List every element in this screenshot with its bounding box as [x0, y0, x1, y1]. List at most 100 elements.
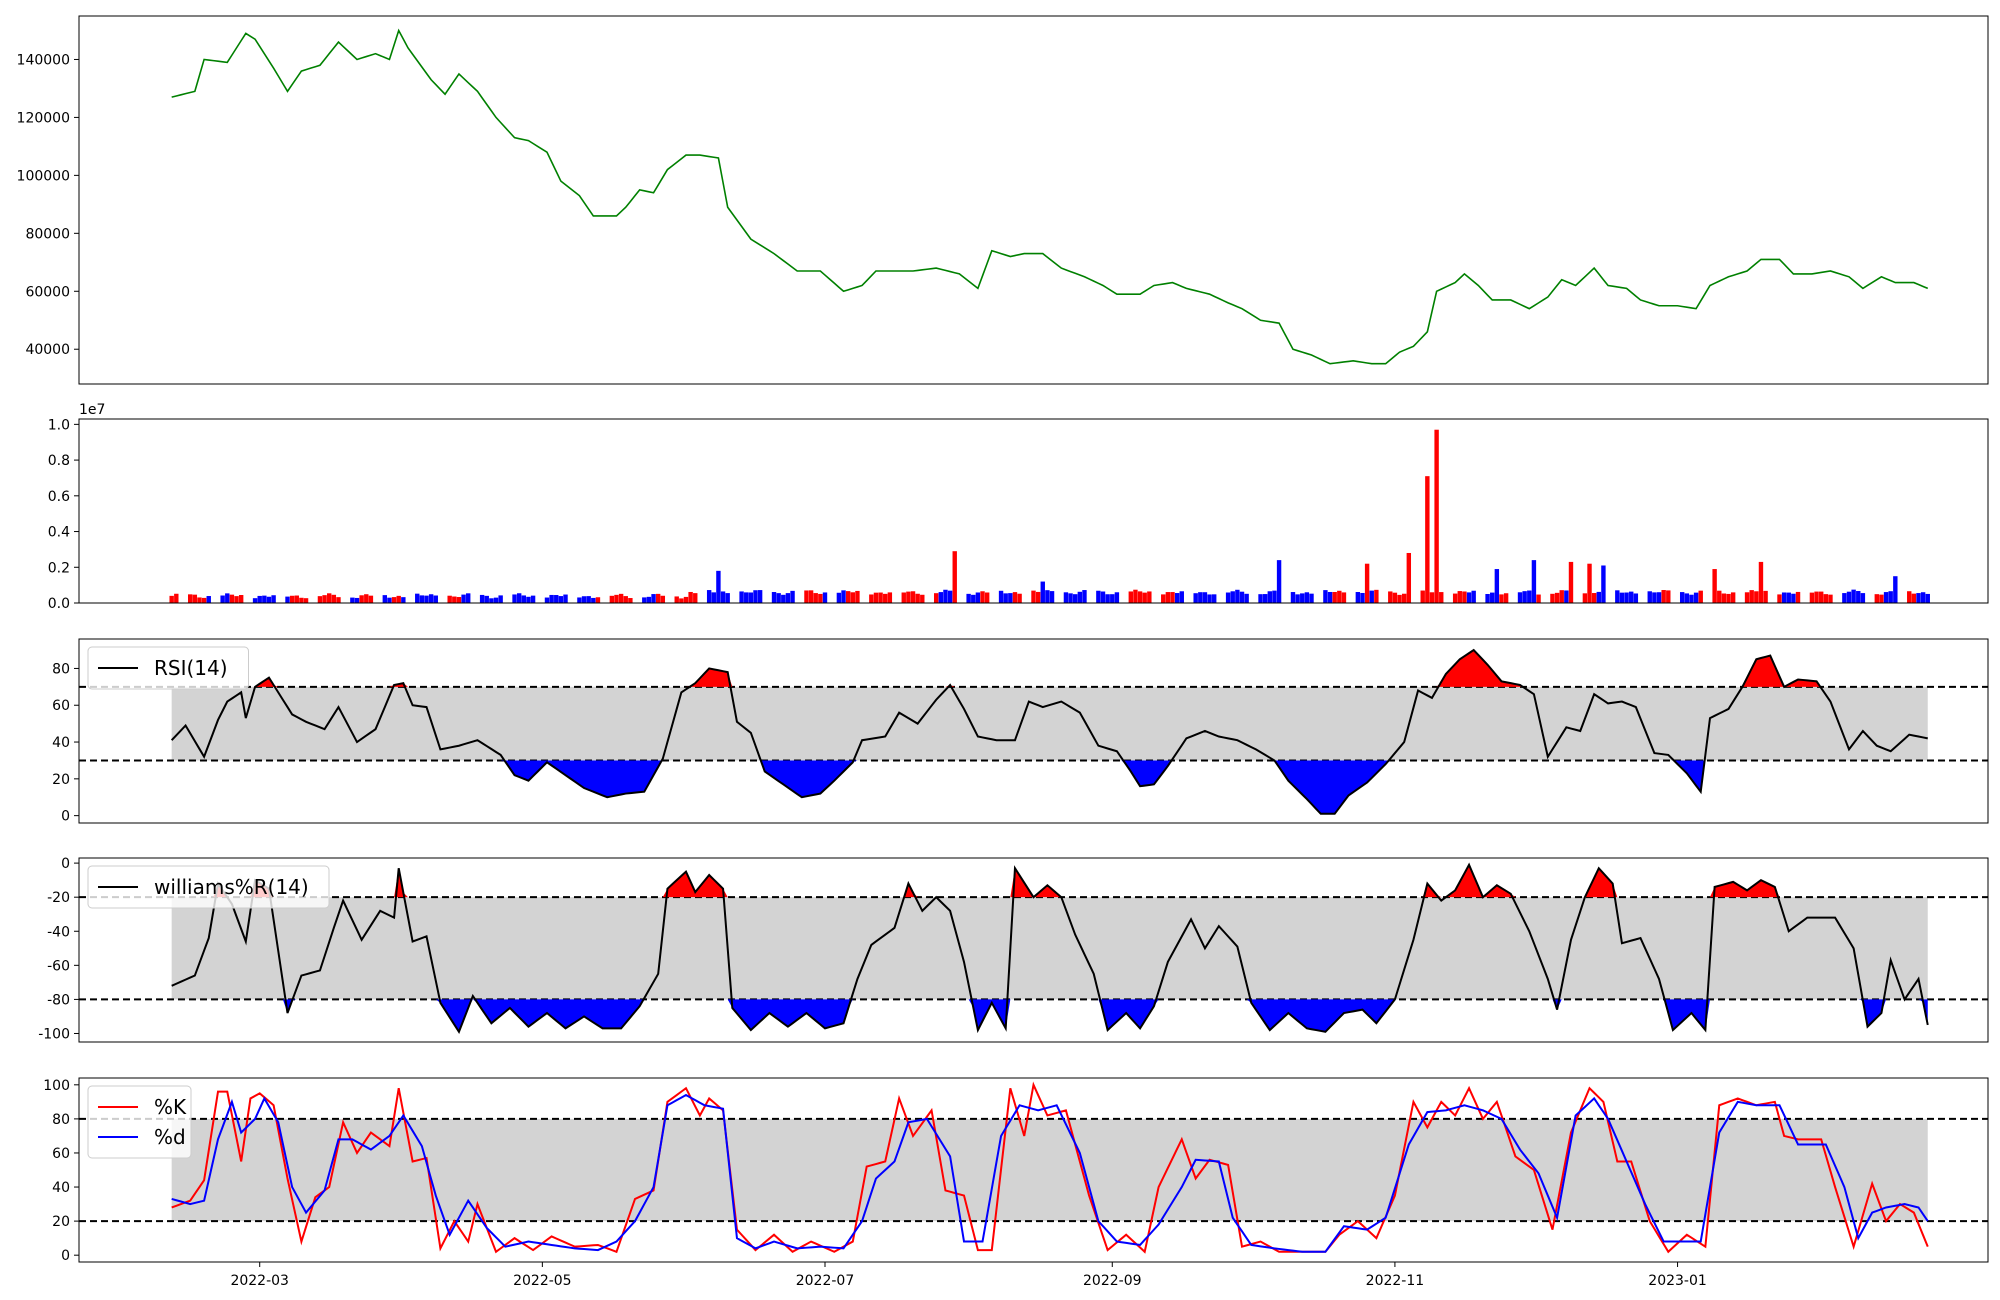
volume-bar [1147, 591, 1152, 603]
volume-bar [493, 597, 499, 603]
williams-neutral-band [171, 897, 1928, 1000]
volume-bar [1907, 591, 1912, 603]
stochastic-k-line [171, 1081, 1929, 1254]
volume-bar [998, 590, 1004, 603]
stochastic-legend-box [87, 1085, 192, 1159]
volume-bar [1596, 591, 1601, 603]
volume-bar [1128, 591, 1134, 603]
x-tick-label: 2022-09 [1083, 1273, 1142, 1289]
volume-bar [841, 590, 846, 603]
volume-bar [1452, 593, 1458, 603]
volume-bar [1828, 594, 1833, 603]
volume-bar [530, 595, 536, 603]
volume-bar [1420, 590, 1425, 603]
volume-bar [289, 595, 295, 603]
volume-bar [1522, 591, 1527, 603]
volume-bar [1661, 590, 1666, 603]
volume-bar [1615, 590, 1620, 603]
volume-bar [1698, 590, 1703, 603]
volume-bar [1531, 560, 1537, 603]
volume-bar [188, 594, 193, 603]
volume-bar [498, 595, 503, 603]
rsi-ytick-label: 60 [52, 698, 70, 714]
volume-bar [906, 591, 911, 603]
volume-ytick-label: 0.4 [48, 525, 70, 541]
volume-bar [197, 597, 202, 603]
volume-bar [317, 596, 323, 603]
volume-bar [1096, 590, 1101, 603]
volume-bar [322, 595, 327, 603]
volume-bar [1471, 590, 1476, 603]
volume-bar [869, 594, 874, 603]
volume-bar [753, 590, 758, 603]
volume-bar [1795, 591, 1801, 603]
volume-bar [1920, 592, 1926, 603]
volume-bar [711, 592, 716, 603]
volume-bar [428, 594, 434, 603]
volume-bar [855, 590, 860, 603]
volume-bar [720, 591, 726, 603]
volume-bar [1235, 589, 1240, 603]
volume-bar [415, 593, 420, 603]
williams-line [171, 862, 1929, 1034]
volume-bar [781, 594, 786, 603]
volume-bar [943, 589, 948, 603]
volume-bar [739, 591, 744, 603]
volume-bar [1485, 593, 1490, 603]
volume-bar [1369, 590, 1374, 603]
volume-bar [1406, 552, 1412, 603]
williams-oversold-fill [282, 999, 1928, 1032]
volume-bar [1712, 569, 1717, 603]
volume-bar [563, 594, 568, 603]
volume-bar [1856, 591, 1861, 603]
stochastic-neutral-band [171, 1118, 1928, 1222]
rsi-oversold-fill [500, 760, 1706, 814]
volume-bar [975, 592, 981, 603]
x-tick-label: 2022-07 [796, 1273, 855, 1289]
williams-ytick-label: -60 [47, 958, 70, 974]
volume-bar [1888, 591, 1893, 603]
volume-bar [1332, 592, 1337, 603]
williams-panel: -100 -80 -60 -40 -20 0 williams%R(14) [38, 856, 1989, 1043]
volume-bar [1744, 592, 1750, 603]
volume-bar [744, 592, 749, 603]
volume-bar [1170, 592, 1175, 603]
volume-bar [1207, 594, 1212, 603]
volume-bar [808, 590, 814, 603]
volume-bar [836, 592, 842, 603]
volume-bar [424, 595, 429, 603]
volume-bar [1499, 594, 1504, 603]
volume-bar [1883, 592, 1889, 603]
volume-bar [201, 597, 207, 603]
volume-bar [526, 596, 531, 603]
volume-bar [1244, 593, 1249, 603]
volume-bar [1860, 593, 1866, 603]
volume-bar [206, 596, 211, 603]
volume-bar [234, 596, 239, 603]
volume-bar [785, 593, 791, 603]
volume-bar [350, 597, 355, 603]
volume-bar [1717, 590, 1722, 603]
rsi-ytick-label: 40 [52, 735, 70, 751]
volume-bar [484, 595, 489, 603]
volume-bar [818, 593, 823, 603]
volume-bar [1619, 592, 1625, 603]
volume-bar [1656, 592, 1662, 603]
volume-ytick-label: 0.2 [48, 560, 70, 576]
volume-bar [1429, 592, 1435, 603]
volume-bar [1466, 592, 1472, 603]
volume-bar [1017, 593, 1022, 603]
volume-bar [1517, 592, 1523, 603]
volume-bar [466, 593, 471, 603]
volume-bar [591, 597, 596, 603]
volume-bar [1392, 592, 1398, 603]
volume-bar [1100, 591, 1106, 603]
rsi-legend-box [87, 646, 249, 690]
volume-bar [1082, 590, 1087, 603]
volume-bar [1527, 590, 1532, 603]
volume-bar [901, 592, 906, 603]
rsi-ytick-label: 20 [52, 772, 70, 788]
x-axis: 2022-03 2022-05 2022-07 2022-09 2022-11 2023-… [230, 1262, 1707, 1289]
x-tick-label: 2022-03 [230, 1273, 289, 1289]
